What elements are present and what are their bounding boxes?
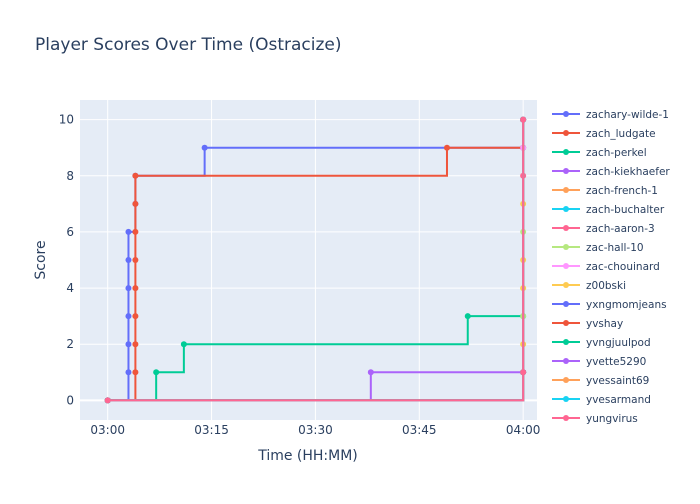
legend-label: zach-aaron-3 [586,223,655,235]
legend-label: zac-chouinard [586,261,660,273]
legend-label: yxngmomjeans [586,299,667,311]
legend-swatch-marker [563,301,569,307]
legend-label: yvshay [586,318,623,330]
y-tick-label: 2 [66,337,74,351]
data-point [464,313,471,320]
legend-label: zach-french-1 [586,185,658,197]
legend-swatch-marker [563,168,569,174]
legend-label: yungvirus [586,413,638,425]
x-tick-label: 03:45 [402,423,437,437]
legend-item[interactable]: yungvirus [552,413,638,425]
legend-item[interactable]: zach-perkel [552,147,647,159]
series-zach_ludgate [104,116,527,404]
data-point [520,369,527,376]
legend-swatch-marker [563,263,569,269]
legend[interactable]: zachary-wilde-1 zach_ludgate zach-perkel za… [552,109,670,425]
series-yungvirus [104,116,527,404]
data-point [180,341,187,348]
legend-label: zach-kiekhaefer [586,166,670,178]
legend-item[interactable]: yvngjuulpod [552,337,651,349]
legend-item[interactable]: yvshay [552,318,623,330]
legend-label: zac-hall-10 [586,242,644,254]
y-tick-label: 0 [66,393,74,407]
series-lines [104,116,527,404]
data-point [132,285,139,292]
legend-swatch-marker [563,396,569,402]
legend-swatch-marker [563,358,569,364]
legend-swatch-marker [563,206,569,212]
legend-swatch-marker [563,130,569,136]
data-point [132,369,139,376]
data-point [132,257,139,263]
legend-item[interactable]: yvesarmand [552,394,651,406]
data-point [125,313,132,320]
legend-item[interactable]: zach-kiekhaefer [552,166,670,178]
data-point [132,313,139,320]
x-tick-label: 03:15 [194,423,229,437]
y-tick-label: 6 [66,225,74,239]
data-point [153,369,160,376]
legend-item[interactable]: zac-chouinard [552,261,660,273]
y-axis-label: Score [33,240,49,279]
legend-item[interactable]: yvessaint69 [552,375,649,387]
y-tick-label: 4 [66,281,74,295]
data-point [367,369,374,376]
legend-item[interactable]: yvette5290 [552,356,646,368]
legend-item[interactable]: yxngmomjeans [552,299,667,311]
chart-title: Player Scores Over Time (Ostracize) [35,35,342,55]
plot-area [80,100,537,420]
legend-swatch-marker [563,415,569,421]
data-point [125,285,132,292]
data-point [125,228,132,235]
x-tick-label: 03:30 [298,423,333,437]
data-point [132,341,139,348]
x-axis-label: Time (HH:MM) [257,448,358,464]
data-point [201,144,208,151]
legend-item[interactable]: zach_ludgate [552,128,656,140]
y-tick-label: 8 [66,169,74,183]
legend-label: zach-buchalter [586,204,665,216]
legend-swatch-marker [563,244,569,250]
legend-label: zach-perkel [586,147,647,159]
data-point [443,144,450,151]
legend-label: yvesarmand [586,394,651,406]
legend-swatch-marker [563,187,569,193]
x-tick-label: 04:00 [506,423,541,437]
legend-item[interactable]: zac-hall-10 [552,242,644,254]
data-point [125,341,132,348]
legend-swatch-marker [563,339,569,345]
legend-label: zach_ludgate [586,128,656,140]
legend-item[interactable]: zach-aaron-3 [552,223,655,235]
data-point [132,200,139,207]
legend-label: zachary-wilde-1 [586,109,669,121]
legend-label: yvessaint69 [586,375,649,387]
legend-label: z00bski [586,280,626,292]
legend-swatch-marker [563,225,569,231]
legend-swatch-marker [563,149,569,155]
legend-item[interactable]: z00bski [552,280,626,292]
data-point [132,172,139,179]
axis-ticks: 03:00 03:15 03:30 03:45 04:00 0 2 4 6 8 10 [59,113,541,437]
series-line [107,119,525,402]
legend-swatch-marker [563,111,569,117]
data-point [520,116,527,123]
data-point [125,257,132,263]
legend-swatch-marker [563,377,569,383]
data-point [125,369,132,376]
legend-swatch-marker [563,282,569,288]
data-point [132,228,139,235]
series-line [107,119,525,402]
x-tick-label: 03:00 [90,423,125,437]
data-point [104,397,111,404]
legend-swatch-marker [563,320,569,326]
legend-item[interactable]: zach-french-1 [552,185,658,197]
legend-label: yvette5290 [586,356,646,368]
y-tick-label: 10 [59,113,74,127]
legend-item[interactable]: zach-buchalter [552,204,665,216]
legend-label: yvngjuulpod [586,337,651,349]
legend-item[interactable]: zachary-wilde-1 [552,109,669,121]
